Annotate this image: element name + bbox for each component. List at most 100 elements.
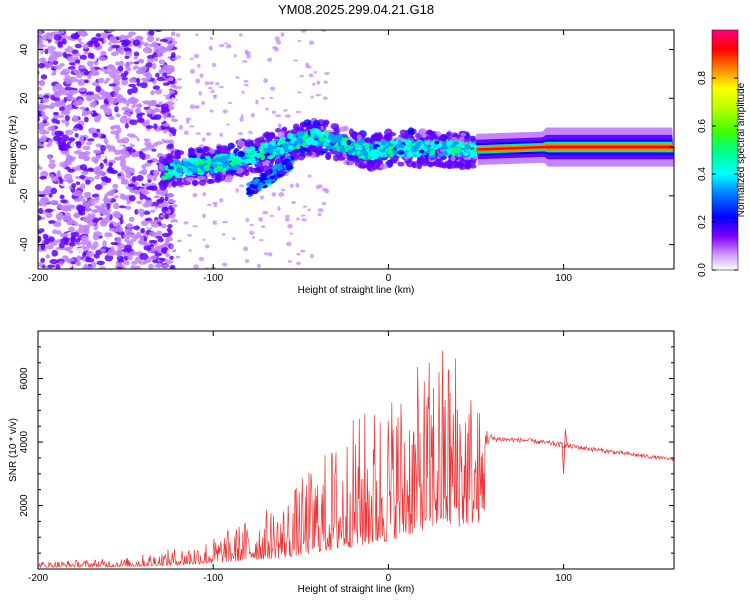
heat-cell — [121, 76, 129, 81]
heat-cell — [155, 188, 160, 196]
heat-cell — [64, 62, 69, 69]
heat-cell — [295, 182, 300, 188]
heat-cell — [255, 123, 261, 127]
heat-cell — [162, 139, 171, 143]
heat-cell — [263, 78, 268, 84]
heat-cell — [260, 225, 266, 229]
heat-cell — [174, 86, 178, 90]
top-ytick-label: 40 — [19, 44, 30, 56]
heat-cell — [269, 154, 276, 159]
heat-cell — [227, 142, 235, 150]
heat-cell — [231, 157, 237, 162]
heat-cell — [92, 209, 98, 213]
heat-cell — [64, 119, 70, 127]
heat-cell — [43, 188, 51, 196]
heat-cell — [148, 43, 154, 48]
heat-cell — [154, 171, 160, 176]
heat-cell — [63, 173, 73, 180]
heat-cell — [237, 150, 245, 158]
heat-cell — [169, 264, 176, 269]
heat-cell — [287, 145, 294, 150]
heat-cell — [168, 166, 174, 170]
heat-cell — [362, 150, 369, 157]
heat-cell — [70, 231, 80, 238]
heat-cell — [61, 119, 66, 123]
heat-cell — [43, 40, 49, 46]
heat-cell — [148, 239, 158, 244]
heat-cell — [141, 168, 148, 176]
colorbar-tick-label: 0.4 — [697, 167, 708, 181]
heat-cell — [68, 226, 75, 233]
heat-cell — [346, 139, 352, 146]
heat-cell — [136, 200, 144, 205]
top-xtick-label: 100 — [555, 273, 572, 284]
heat-cell — [171, 221, 178, 228]
heat-cell — [97, 37, 104, 42]
heat-cell — [48, 236, 55, 243]
heat-cell — [169, 255, 174, 260]
heat-cell — [106, 30, 116, 33]
heat-cell — [38, 225, 40, 229]
heat-cell — [125, 100, 130, 107]
heat-cell — [102, 240, 107, 248]
heat-cell — [232, 237, 236, 241]
heat-cell — [78, 209, 86, 216]
heat-cell — [174, 149, 181, 158]
heat-cell — [76, 255, 81, 262]
heat-cell — [134, 266, 140, 269]
heat-cell — [111, 44, 121, 49]
heat-cell — [341, 137, 347, 142]
heat-cell — [175, 255, 181, 259]
heat-cell — [237, 139, 245, 147]
heat-cell — [117, 266, 123, 269]
heat-cell — [171, 57, 178, 61]
heat-cell — [138, 58, 145, 64]
heat-cell — [84, 194, 91, 199]
heat-cell — [438, 152, 444, 157]
heat-cell — [162, 123, 170, 127]
heat-cell — [96, 131, 102, 139]
heat-cell — [76, 142, 82, 149]
bottom-ylabel: SNR (10 * v/v) — [8, 418, 19, 482]
heat-cell — [270, 86, 276, 91]
heat-cell — [52, 85, 58, 92]
heat-cell — [197, 63, 201, 68]
heat-cell — [55, 119, 61, 125]
heat-cell — [259, 195, 265, 200]
heat-cell — [86, 250, 94, 258]
heat-cell — [121, 79, 129, 86]
heat-cell — [216, 220, 221, 224]
heat-cell — [146, 173, 153, 180]
heat-cell — [322, 96, 328, 100]
bottom-xlabel: Height of straight line (km) — [298, 584, 415, 595]
heat-cell — [155, 72, 160, 78]
heat-cell — [117, 173, 122, 177]
heat-cell — [296, 252, 301, 256]
heat-cell — [112, 222, 119, 228]
heat-cell — [171, 118, 178, 123]
heat-cell — [182, 160, 190, 165]
colorbar: 0.0 0.2 0.4 0.6 0.8 Normalized spectral ampl… — [697, 29, 747, 277]
heat-cell — [201, 231, 207, 237]
heat-cell — [145, 76, 151, 81]
heat-cell — [118, 34, 127, 42]
heat-cell — [38, 147, 42, 151]
heat-cell — [183, 130, 189, 135]
heat-cell — [111, 39, 120, 44]
heat-cell — [56, 230, 62, 235]
heat-cell — [112, 183, 119, 190]
heat-cell — [132, 39, 141, 47]
heat-cell — [148, 186, 154, 191]
heat-cell — [57, 41, 63, 48]
heat-cell — [207, 86, 213, 90]
heat-cell — [123, 244, 132, 251]
heat-cell — [264, 141, 269, 149]
heat-cell — [62, 143, 70, 151]
heat-cell — [171, 31, 176, 37]
heat-cell — [248, 146, 256, 152]
heat-cell — [249, 160, 257, 165]
heat-cell — [151, 62, 157, 70]
heat-cell — [76, 241, 82, 246]
heat-cell — [109, 223, 114, 229]
